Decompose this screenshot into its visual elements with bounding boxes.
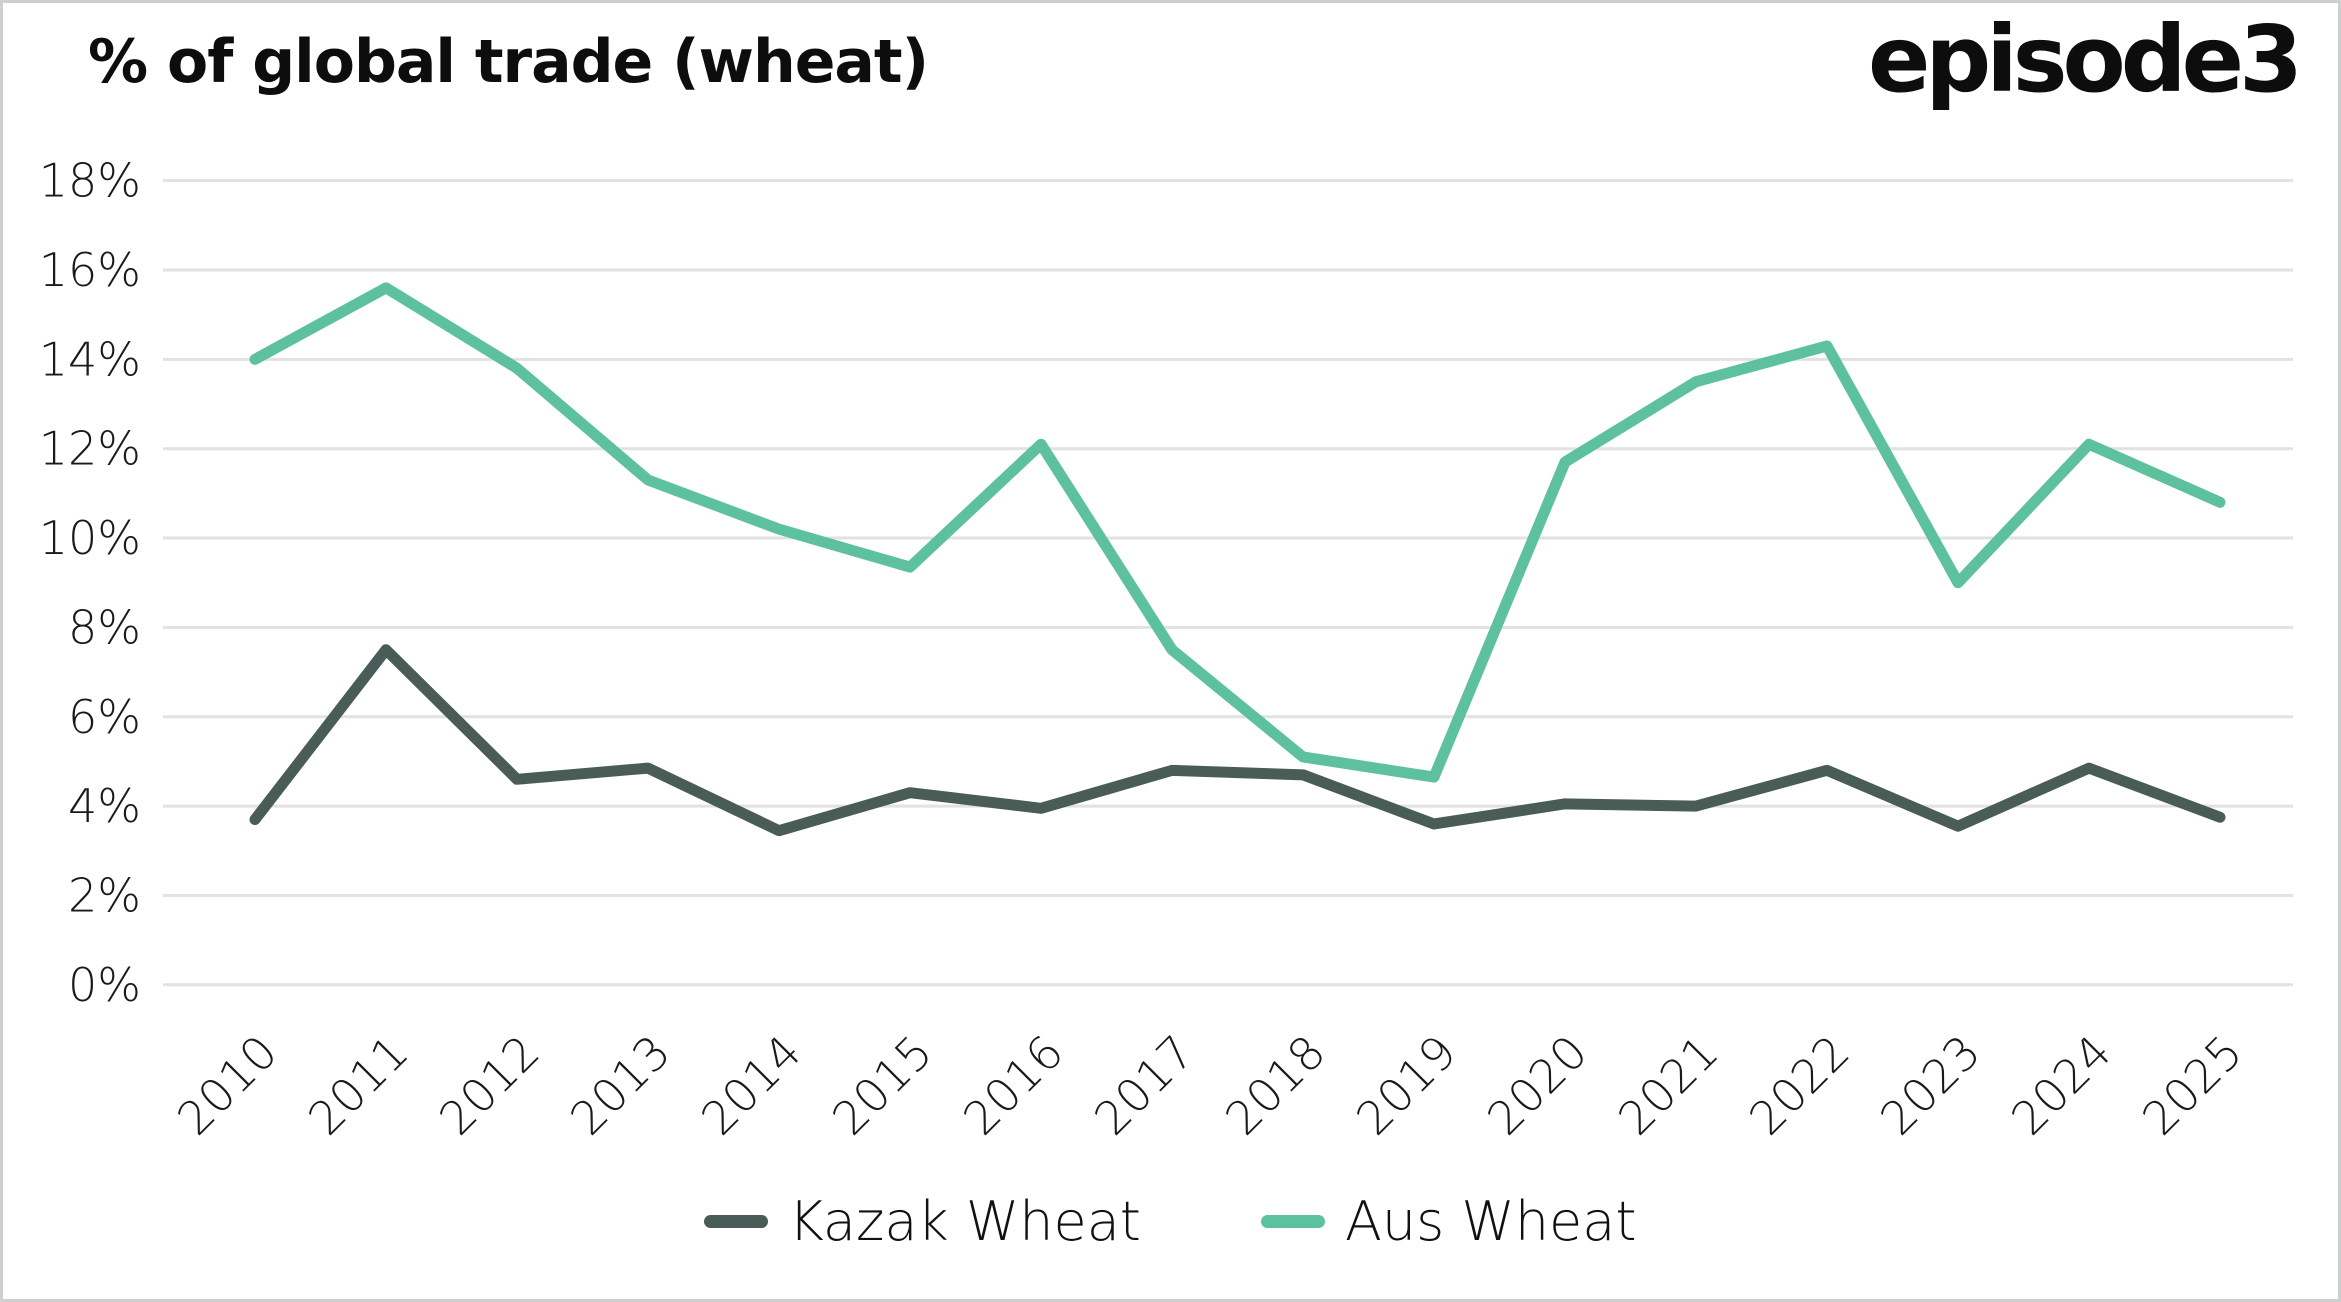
x-axis-label: 2021 xyxy=(1608,1025,1729,1146)
x-axis-label: 2013 xyxy=(560,1025,681,1146)
legend-swatch-kazak-wheat xyxy=(704,1215,769,1228)
x-axis-label: 2011 xyxy=(298,1025,419,1146)
y-axis-label: 16% xyxy=(39,243,141,297)
x-axis-label: 2010 xyxy=(167,1025,288,1146)
y-axis-label: 10% xyxy=(39,511,141,565)
y-axis-label: 4% xyxy=(68,779,141,833)
y-axis-label: 8% xyxy=(68,600,141,654)
x-axis-label: 2017 xyxy=(1084,1025,1205,1146)
episode3-logo: episode3 xyxy=(1867,6,2303,113)
series-line-kazak-wheat xyxy=(249,644,2226,837)
legend-label-kazak-wheat: Kazak Wheat xyxy=(788,1190,1141,1253)
x-axis-label: 2012 xyxy=(429,1025,550,1146)
x-axis-label: 2016 xyxy=(953,1025,1074,1146)
x-axis-label: 2014 xyxy=(691,1025,812,1146)
chart-title: % of global trade (wheat) xyxy=(88,27,929,97)
legend-swatch-aus-wheat xyxy=(1260,1215,1325,1228)
legend-label-aus-wheat: Aus Wheat xyxy=(1344,1190,1637,1253)
x-axis-label: 2015 xyxy=(822,1025,943,1146)
x-axis-label: 2023 xyxy=(1870,1025,1991,1146)
x-axis-label: 2019 xyxy=(1346,1025,1467,1146)
y-axis-label: 6% xyxy=(68,690,141,744)
x-axis-label: 2024 xyxy=(2001,1025,2122,1146)
y-axis-label: 14% xyxy=(39,332,141,386)
y-axis-label: 2% xyxy=(68,868,141,922)
chart-svg: 0%2%4%6%8%10%12%14%16%18%2010 2011 2012 201… xyxy=(39,154,2293,1146)
chart-header: % of global trade (wheat) episode3 xyxy=(88,13,2303,105)
y-axis-label: 12% xyxy=(39,422,141,476)
series-line-aus-wheat xyxy=(249,282,2226,783)
x-axis-label: 2020 xyxy=(1477,1025,1598,1146)
legend-item-kazak-wheat: Kazak Wheat xyxy=(704,1190,1141,1253)
x-axis-label: 2018 xyxy=(1215,1025,1336,1146)
y-axis-label: 0% xyxy=(68,958,141,1012)
y-axis-label: 18% xyxy=(39,154,141,208)
chart-legend: Kazak Wheat Aus Wheat xyxy=(3,1190,2338,1253)
x-axis-label: 2022 xyxy=(1739,1025,1860,1146)
legend-item-aus-wheat: Aus Wheat xyxy=(1260,1190,1637,1253)
x-axis-label: 2025 xyxy=(2132,1025,2253,1146)
